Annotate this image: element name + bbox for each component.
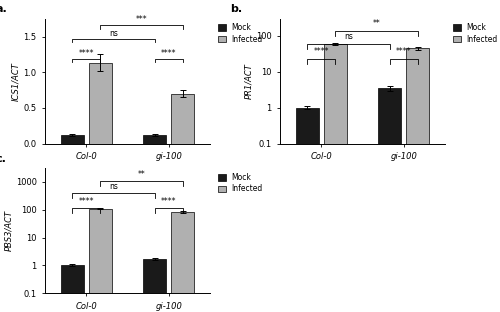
Text: ****: **** xyxy=(78,197,94,206)
Text: b.: b. xyxy=(230,4,242,14)
Text: ****: **** xyxy=(314,47,329,56)
Bar xyxy=(88,208,112,312)
Bar xyxy=(406,48,429,312)
Bar xyxy=(60,135,84,144)
Text: ****: **** xyxy=(396,47,411,56)
Legend: Mock, Infected: Mock, Infected xyxy=(452,22,498,44)
Text: ***: *** xyxy=(136,15,147,24)
Y-axis label: PR1/ACT: PR1/ACT xyxy=(244,63,253,99)
Text: ****: **** xyxy=(78,49,94,58)
Y-axis label: ICS1/ACT: ICS1/ACT xyxy=(12,62,21,100)
Text: c.: c. xyxy=(0,154,6,163)
Bar xyxy=(171,212,194,312)
Bar xyxy=(60,266,84,312)
Y-axis label: PBS3/ACT: PBS3/ACT xyxy=(4,210,13,251)
Text: ****: **** xyxy=(161,49,176,58)
Text: ns: ns xyxy=(344,32,353,41)
Text: a.: a. xyxy=(0,4,7,14)
Text: ****: **** xyxy=(161,197,176,206)
Text: **: ** xyxy=(138,170,145,179)
Bar xyxy=(296,108,319,312)
Bar xyxy=(143,259,167,312)
Bar xyxy=(378,88,402,312)
Text: ns: ns xyxy=(109,29,118,38)
Bar xyxy=(324,44,347,312)
Bar xyxy=(171,94,194,144)
Legend: Mock, Infected: Mock, Infected xyxy=(217,172,264,194)
Bar xyxy=(143,135,167,144)
Text: ns: ns xyxy=(109,182,118,191)
Legend: Mock, Infected: Mock, Infected xyxy=(217,22,264,44)
Bar xyxy=(88,63,112,144)
Text: **: ** xyxy=(372,19,380,28)
